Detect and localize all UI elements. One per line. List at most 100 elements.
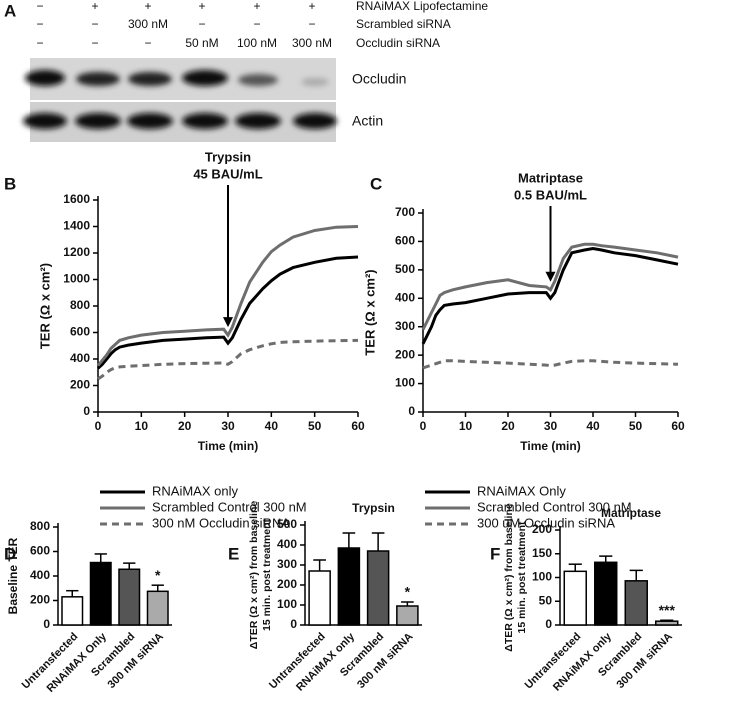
- x-tick-label: 10: [459, 419, 473, 433]
- cell: +: [91, 0, 98, 13]
- y-axis-label: 15 min. post treatment: [516, 521, 528, 634]
- x-tick-label: 20: [501, 419, 515, 433]
- y-tick-label: 400: [30, 568, 50, 582]
- bar: [118, 568, 141, 626]
- cell: −: [36, 36, 43, 50]
- y-axis-label: 15 min. post treatment: [261, 518, 273, 631]
- y-tick-label: 200: [277, 577, 297, 591]
- arrow-head: [545, 271, 556, 282]
- significance: *: [405, 584, 411, 600]
- series-line: [421, 246, 679, 345]
- chart-title: Trypsin: [352, 501, 395, 515]
- bar: [308, 570, 331, 626]
- cell: −: [198, 17, 205, 31]
- x-axis-label: Time (min): [198, 439, 258, 453]
- cell: −: [36, 17, 43, 31]
- bar: [655, 620, 679, 626]
- significance: *: [155, 567, 161, 583]
- cell: +: [198, 0, 205, 13]
- chart-title: Matriptase: [601, 506, 661, 520]
- y-tick-label: 200: [30, 593, 50, 607]
- bar: [89, 561, 112, 626]
- y-tick-label: 0: [545, 617, 552, 631]
- bar: [61, 596, 84, 626]
- x-tick-label: 10: [135, 419, 149, 433]
- y-tick-label: 100: [277, 597, 297, 611]
- series-line: [97, 338, 359, 381]
- row-label: Occludin siRNA: [356, 36, 440, 50]
- y-tick-label: 100: [395, 376, 415, 390]
- cell: −: [144, 36, 151, 50]
- y-axis-label: TER (Ω x cm²): [37, 263, 52, 349]
- bands: [23, 70, 337, 129]
- panel-letter: C: [370, 174, 382, 193]
- y-tick-label: 400: [70, 351, 90, 365]
- y-tick-label: 1600: [63, 192, 90, 206]
- cell: 100 nM: [237, 36, 277, 50]
- cell: −: [253, 17, 260, 31]
- bar: [146, 590, 169, 626]
- panel-letter: B: [4, 174, 16, 193]
- x-tick-label: 40: [265, 419, 279, 433]
- x-tick-label: 40: [586, 419, 600, 433]
- bar: [337, 547, 361, 626]
- cell: +: [253, 0, 260, 13]
- y-tick-label: 200: [395, 347, 415, 361]
- y-tick-label: 0: [290, 617, 297, 631]
- panel-letter: D: [4, 544, 16, 563]
- cell: −: [91, 36, 98, 50]
- legend-label: Scrambled Control 300 nM: [477, 499, 632, 514]
- legend-label: 300 nM Occludin siRNA: [152, 515, 290, 530]
- y-tick-label: 600: [395, 234, 415, 248]
- y-axis-label: ΔTER (Ω x cm²) from baseline: [248, 501, 260, 650]
- y-tick-label: 1200: [63, 245, 90, 259]
- y-axis-label: ΔTER (Ω x cm²) from baseline: [503, 503, 515, 652]
- y-tick-label: 400: [277, 537, 297, 551]
- x-tick-label: 50: [629, 419, 643, 433]
- bar: [563, 570, 587, 626]
- panel-letter: F: [490, 544, 500, 563]
- annotation: 45 BAU/mL: [193, 166, 262, 181]
- y-tick-label: 50: [539, 593, 553, 607]
- series-line: [96, 225, 359, 367]
- series-line: [421, 242, 679, 331]
- y-tick-label: 150: [532, 546, 552, 560]
- cell: 300 nM: [128, 17, 168, 31]
- blot: [23, 58, 337, 142]
- bar: [594, 561, 618, 626]
- cell: +: [144, 0, 151, 13]
- y-tick-label: 200: [532, 522, 552, 536]
- series-line: [96, 255, 359, 370]
- x-tick-label: 300 nM siRNA: [615, 631, 675, 691]
- legend-label: 300 uM Occludin siRNA: [477, 515, 615, 530]
- y-tick-label: 400: [395, 290, 415, 304]
- y-tick-label: 300: [395, 319, 415, 333]
- annotation: Matriptase: [518, 170, 583, 185]
- cell: −: [91, 17, 98, 31]
- arrow-head: [223, 317, 233, 328]
- significance: ***: [659, 602, 676, 618]
- x-tick-label: 60: [351, 419, 365, 433]
- panel-letter: E: [228, 544, 239, 563]
- x-tick-label: 60: [671, 419, 685, 433]
- annotation: 0.5 BAU/mL: [514, 187, 587, 202]
- y-tick-label: 1400: [63, 219, 90, 233]
- cell: +: [308, 0, 315, 13]
- y-tick-label: 600: [30, 544, 50, 558]
- row-label: Scrambled siRNA: [356, 17, 451, 31]
- series-line: [422, 359, 679, 370]
- y-tick-label: 1000: [63, 272, 90, 286]
- y-tick-label: 0: [83, 404, 90, 418]
- bar: [624, 580, 648, 626]
- legend-label: RNAiMAX only: [152, 483, 238, 498]
- y-tick-label: 800: [30, 519, 50, 533]
- x-tick-label: 0: [420, 419, 427, 433]
- band-label: Actin: [352, 113, 383, 129]
- x-tick-label: 0: [95, 419, 102, 433]
- cell: −: [308, 17, 315, 31]
- cell: 50 nM: [185, 36, 218, 50]
- row-label: RNAiMAX Lipofectamine: [356, 0, 488, 13]
- annotation: Trypsin: [205, 149, 251, 164]
- x-axis-label: Time (min): [520, 439, 580, 453]
